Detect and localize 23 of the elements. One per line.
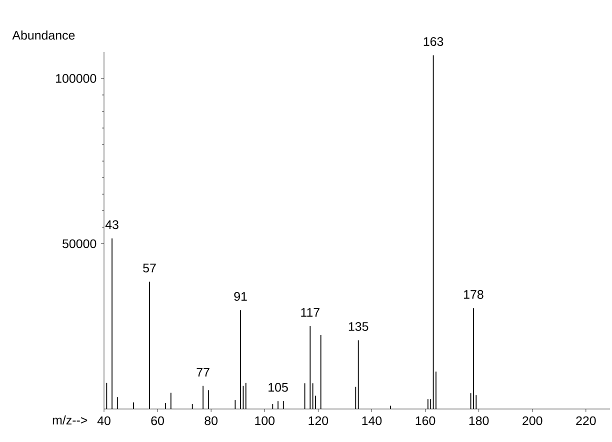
y-tick-label: 50000	[62, 239, 96, 248]
annotation: 43	[105, 220, 118, 230]
annotation: 77	[196, 368, 210, 377]
x-tick-label: 140	[362, 416, 382, 426]
annotation: 91	[234, 292, 247, 301]
x-tick-label: 160	[416, 416, 436, 426]
x-axis-title: m/z-->	[52, 415, 88, 425]
y-axis-title: Abundance	[12, 30, 75, 40]
annotation: 57	[143, 264, 156, 272]
x-tick-label: 100	[255, 416, 275, 426]
x-tick-label: 220	[576, 416, 596, 426]
annotation: 163	[424, 37, 444, 46]
x-tick-label: 120	[308, 416, 328, 426]
x-tick-label: 40	[97, 416, 110, 426]
annotation: 105	[268, 382, 288, 392]
y-tick-label: 100000	[56, 74, 96, 83]
x-tick-label: 80	[204, 416, 218, 426]
annotation: 178	[464, 290, 484, 299]
x-tick-label: 200	[522, 416, 542, 426]
x-tick-label: 60	[151, 416, 164, 426]
annotation: 135	[348, 322, 368, 331]
x-tick-label: 180	[469, 416, 489, 426]
annotation: 117	[301, 308, 320, 317]
